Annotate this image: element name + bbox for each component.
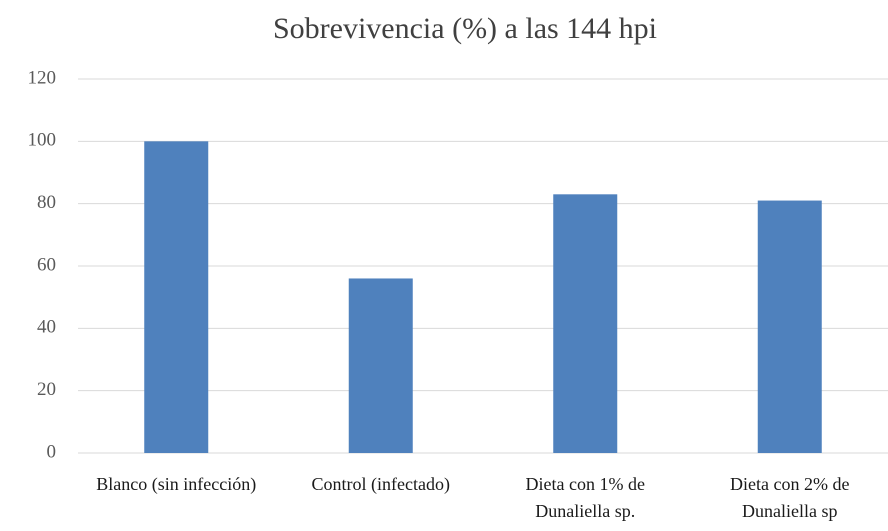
bar — [757, 200, 822, 453]
bar — [553, 194, 618, 454]
y-tick-label: 40 — [37, 317, 56, 338]
bar — [348, 278, 413, 453]
y-tick-label: 80 — [37, 192, 56, 213]
y-tick-label: 120 — [28, 67, 57, 88]
x-tick-label: Dieta con 1% de Dunaliella sp. — [525, 474, 645, 521]
bar — [144, 141, 209, 454]
y-tick-label: 100 — [28, 130, 57, 151]
y-tick-label: 60 — [37, 254, 56, 275]
y-tick-label: 20 — [37, 379, 56, 400]
x-tick-label: Control (infectado) — [311, 474, 450, 494]
x-tick-label: Blanco (sin infección) — [96, 474, 257, 494]
chart-title: Sobrevivencia (%) a las 144 hpi — [273, 12, 657, 45]
y-tick-label: 0 — [47, 441, 57, 462]
x-tick-label: Dieta con 2% de Dunaliella sp — [730, 474, 850, 521]
